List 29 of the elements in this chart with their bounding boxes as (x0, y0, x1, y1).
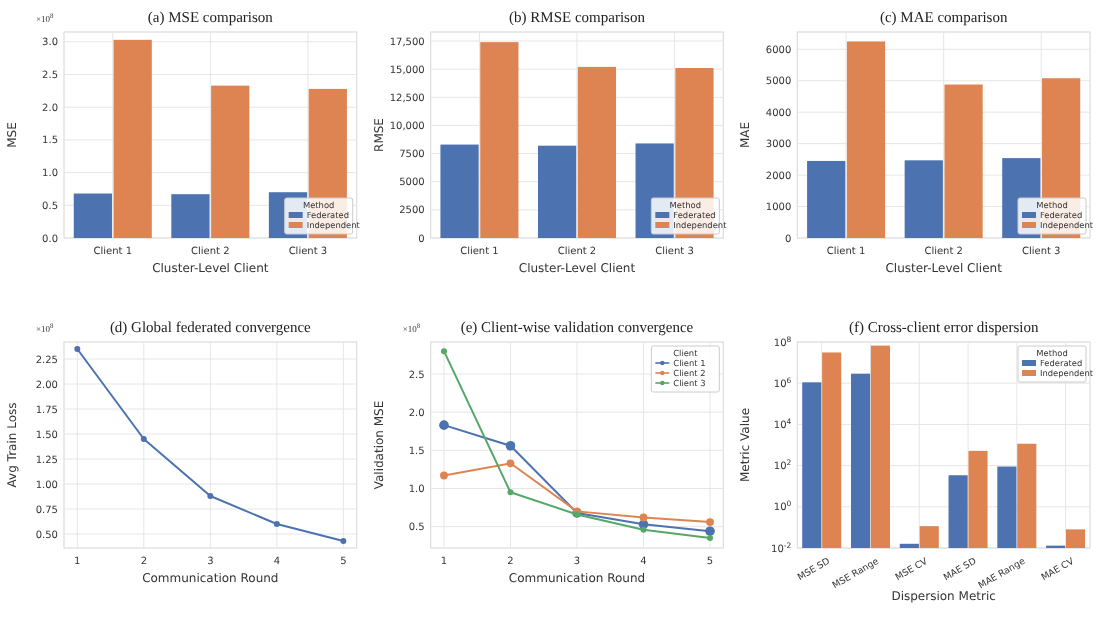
bar (577, 66, 617, 238)
bar (171, 194, 210, 238)
point (140, 436, 147, 442)
point (640, 526, 647, 533)
bar (480, 42, 519, 238)
bar (904, 160, 943, 238)
point (74, 346, 81, 352)
point (440, 471, 448, 480)
bar (211, 85, 250, 238)
point (639, 513, 648, 522)
line-series (74, 346, 347, 544)
bar (537, 145, 577, 238)
point (706, 518, 714, 526)
point (440, 348, 447, 355)
bar (73, 193, 112, 238)
point (705, 526, 715, 537)
bar (807, 160, 846, 238)
bar (846, 41, 886, 238)
bar (944, 84, 983, 238)
point (439, 420, 449, 430)
point (506, 459, 515, 468)
bar (440, 144, 479, 238)
point (340, 538, 347, 544)
point (273, 521, 280, 527)
bar (113, 39, 152, 238)
point (507, 489, 514, 496)
point (505, 440, 516, 451)
point (207, 493, 214, 499)
point (707, 535, 714, 542)
